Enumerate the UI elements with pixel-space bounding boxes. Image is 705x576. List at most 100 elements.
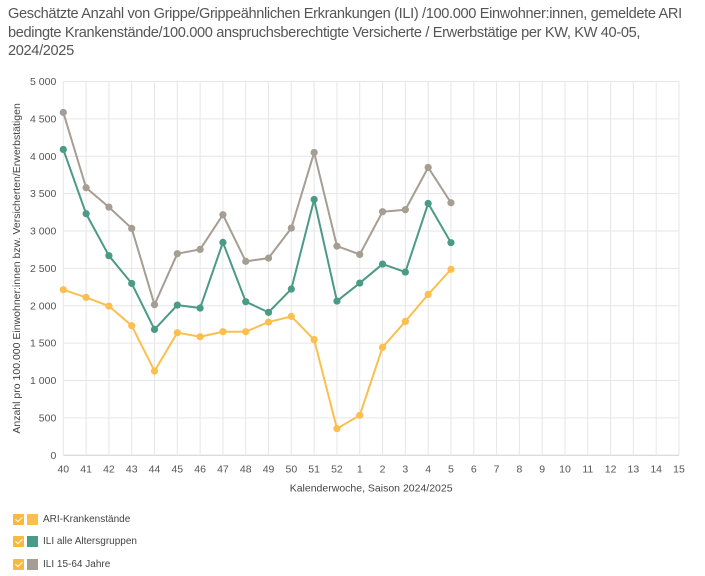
y-axis-title: Anzahl pro 100.000 Einwohner:innen bzw. … [11, 103, 23, 434]
y-tick-label: 2 500 [30, 263, 56, 275]
y-tick-label: 4 000 [30, 151, 56, 163]
y-tick-label: 3 000 [30, 226, 56, 238]
data-point[interactable] [59, 286, 67, 294]
x-tick-label: 10 [559, 463, 571, 475]
data-point[interactable] [333, 425, 341, 433]
data-point[interactable] [128, 322, 136, 330]
data-point[interactable] [59, 108, 67, 117]
data-point[interactable] [150, 325, 159, 334]
data-point[interactable] [219, 328, 227, 336]
series-group [59, 108, 455, 433]
data-point[interactable] [378, 260, 387, 268]
data-point[interactable] [401, 206, 409, 214]
x-axis-title: Kalenderwoche, Saison 2024/2025 [290, 482, 453, 494]
data-point[interactable] [264, 254, 273, 262]
grid [62, 81, 680, 456]
x-tick-label: 41 [80, 463, 92, 475]
data-point[interactable] [242, 298, 250, 306]
data-point[interactable] [219, 238, 227, 246]
data-point[interactable] [287, 224, 295, 232]
data-point[interactable] [287, 285, 295, 293]
legend-swatch [27, 536, 38, 548]
checkbox-checked-icon[interactable] [13, 536, 24, 548]
data-point[interactable] [196, 333, 204, 341]
data-point[interactable] [196, 245, 204, 254]
data-point[interactable] [264, 308, 273, 316]
data-point[interactable] [333, 242, 341, 250]
checkbox-checked-icon[interactable] [13, 558, 24, 570]
data-point[interactable] [128, 224, 136, 233]
legend-label: ILI alle Altersgruppen [43, 536, 137, 548]
data-point[interactable] [401, 317, 409, 326]
data-point[interactable] [356, 279, 364, 287]
legend-swatch [27, 558, 38, 570]
y-tick-label: 500 [39, 412, 57, 424]
data-point[interactable] [287, 312, 295, 320]
legend-item-ari[interactable]: ARI-Krankenstände [13, 508, 137, 531]
data-point[interactable] [447, 239, 455, 247]
data-point[interactable] [356, 411, 364, 419]
legend-swatch [27, 513, 38, 525]
legend-item-ili-15-64[interactable]: ILI 15-64 Jahre [13, 553, 137, 576]
series-line [62, 112, 452, 306]
y-tick-label: 0 [50, 450, 56, 462]
data-point[interactable] [333, 297, 341, 305]
data-point[interactable] [196, 304, 204, 312]
data-point[interactable] [447, 199, 455, 207]
data-point[interactable] [82, 184, 90, 192]
x-tick-label: 48 [240, 463, 252, 475]
data-point[interactable] [378, 208, 387, 216]
legend-item-ili-all[interactable]: ILI alle Altersgruppen [13, 531, 137, 554]
x-tick-label: 4 [425, 463, 431, 475]
data-point[interactable] [264, 318, 273, 326]
data-point[interactable] [59, 145, 67, 154]
x-tick-label: 6 [471, 463, 477, 475]
legend-label: ILI 15-64 Jahre [43, 558, 111, 570]
data-point[interactable] [242, 257, 250, 265]
x-tick-label: 51 [308, 463, 320, 475]
data-point[interactable] [424, 163, 432, 172]
data-point[interactable] [356, 250, 364, 259]
data-point[interactable] [378, 343, 387, 351]
data-point[interactable] [424, 199, 432, 208]
x-tick-label: 47 [217, 463, 229, 475]
checkbox-checked-icon[interactable] [13, 513, 24, 525]
series-ari-krankenst-nde [59, 265, 455, 433]
data-point[interactable] [173, 301, 181, 309]
data-point[interactable] [310, 148, 318, 157]
y-tick-label: 5 000 [30, 76, 56, 88]
x-tick-label: 9 [539, 463, 545, 475]
data-point[interactable] [173, 329, 181, 337]
data-point[interactable] [424, 290, 432, 299]
y-tick-label: 3 500 [30, 188, 56, 200]
data-point[interactable] [310, 195, 318, 204]
data-point[interactable] [401, 268, 409, 276]
data-point[interactable] [219, 211, 227, 219]
chart-title: Geschätzte Anzahl von Grippe/Grippeähnli… [8, 6, 682, 59]
data-point[interactable] [82, 293, 90, 302]
series-ili-15-64-jahre [59, 108, 455, 309]
x-tick-label: 15 [673, 463, 685, 475]
data-point[interactable] [105, 252, 113, 260]
data-point[interactable] [82, 210, 90, 218]
data-point[interactable] [242, 328, 250, 336]
data-point[interactable] [128, 279, 136, 288]
y-tick-label: 1 500 [30, 338, 56, 350]
series-ili-alle-altersgruppen [59, 145, 455, 334]
legend: ARI-Krankenstände ILI alle Altersgruppen… [13, 508, 137, 576]
y-tick-label: 4 500 [30, 113, 56, 125]
data-point[interactable] [105, 203, 113, 211]
series-line [62, 268, 452, 430]
data-point[interactable] [105, 302, 113, 310]
x-tick-label: 11 [582, 463, 593, 475]
x-tick-label: 2 [380, 463, 386, 475]
x-tick-label: 50 [285, 463, 297, 475]
x-tick-label: 42 [103, 463, 115, 475]
data-point[interactable] [150, 301, 159, 309]
data-point[interactable] [447, 265, 455, 273]
data-point[interactable] [173, 250, 181, 258]
y-tick-label: 1 000 [30, 375, 56, 387]
x-tick-label: 13 [628, 463, 640, 475]
data-point[interactable] [310, 336, 318, 344]
data-point[interactable] [150, 367, 159, 375]
